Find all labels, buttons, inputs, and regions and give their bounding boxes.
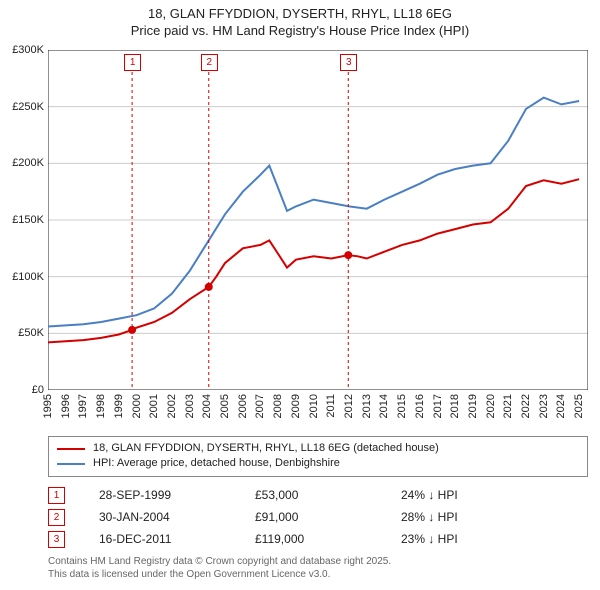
y-axis-tick-label: £50K	[18, 327, 44, 339]
legend-label: HPI: Average price, detached house, Denb…	[93, 456, 340, 471]
transaction-price: £119,000	[255, 532, 395, 546]
transaction-delta: 24% ↓ HPI	[401, 488, 551, 502]
transactions-table: 1 28-SEP-1999 £53,000 24% ↓ HPI 2 30-JAN…	[48, 484, 588, 550]
x-axis-tick-label: 2003	[184, 394, 196, 418]
x-axis-tick-label: 1995	[42, 394, 54, 418]
chart-legend: 18, GLAN FFYDDION, DYSERTH, RHYL, LL18 6…	[48, 436, 588, 477]
x-axis-tick-label: 2015	[396, 394, 408, 418]
transaction-row: 1 28-SEP-1999 £53,000 24% ↓ HPI	[48, 484, 588, 506]
title-line1: 18, GLAN FFYDDION, DYSERTH, RHYL, LL18 6…	[0, 6, 600, 23]
chart-marker-box: 1	[124, 54, 141, 71]
x-axis-tick-label: 2012	[343, 394, 355, 418]
x-axis-tick-label: 2014	[378, 394, 390, 418]
footer-attribution: Contains HM Land Registry data © Crown c…	[48, 556, 588, 581]
transaction-marker-icon: 2	[48, 509, 65, 526]
title-line2: Price paid vs. HM Land Registry's House …	[0, 23, 600, 40]
chart-marker-box: 2	[201, 54, 218, 71]
legend-swatch	[57, 463, 85, 465]
transaction-row: 2 30-JAN-2004 £91,000 28% ↓ HPI	[48, 506, 588, 528]
figure-root: 18, GLAN FFYDDION, DYSERTH, RHYL, LL18 6…	[0, 0, 600, 590]
legend-item: 18, GLAN FFYDDION, DYSERTH, RHYL, LL18 6…	[57, 441, 579, 456]
x-axis-tick-label: 2025	[573, 394, 585, 418]
x-axis-tick-label: 2006	[237, 394, 249, 418]
transaction-date: 30-JAN-2004	[99, 510, 249, 524]
y-axis-tick-label: £250K	[12, 101, 44, 113]
x-axis-tick-label: 2009	[290, 394, 302, 418]
x-axis-tick-label: 2004	[201, 394, 213, 418]
x-axis-tick-label: 1996	[60, 394, 72, 418]
y-axis-tick-label: £200K	[12, 157, 44, 169]
transaction-price: £53,000	[255, 488, 395, 502]
x-axis-tick-label: 2013	[361, 394, 373, 418]
footer-line1: Contains HM Land Registry data © Crown c…	[48, 556, 588, 569]
x-axis-tick-label: 2023	[538, 394, 550, 418]
chart-marker-box: 3	[340, 54, 357, 71]
transaction-marker-icon: 1	[48, 487, 65, 504]
x-axis-tick-label: 2019	[467, 394, 479, 418]
y-axis-tick-label: £100K	[12, 271, 44, 283]
x-axis-tick-label: 2021	[502, 394, 514, 418]
y-axis-tick-label: £300K	[12, 44, 44, 56]
transaction-marker-icon: 3	[48, 531, 65, 548]
x-axis-tick-label: 2008	[272, 394, 284, 418]
x-axis-tick-label: 2000	[131, 394, 143, 418]
x-axis-tick-label: 2010	[308, 394, 320, 418]
x-axis-tick-label: 2002	[166, 394, 178, 418]
x-axis-tick-label: 1998	[95, 394, 107, 418]
x-axis-tick-label: 2017	[432, 394, 444, 418]
legend-label: 18, GLAN FFYDDION, DYSERTH, RHYL, LL18 6…	[93, 441, 439, 456]
x-axis-tick-label: 2022	[520, 394, 532, 418]
transaction-delta: 28% ↓ HPI	[401, 510, 551, 524]
x-axis-tick-label: 2024	[555, 394, 567, 418]
x-axis-tick-label: 2007	[254, 394, 266, 418]
transaction-date: 28-SEP-1999	[99, 488, 249, 502]
chart-titles: 18, GLAN FFYDDION, DYSERTH, RHYL, LL18 6…	[0, 0, 600, 40]
transaction-delta: 23% ↓ HPI	[401, 532, 551, 546]
x-axis-tick-label: 2001	[148, 394, 160, 418]
x-axis-tick-label: 2018	[449, 394, 461, 418]
footer-line2: This data is licensed under the Open Gov…	[48, 569, 588, 582]
legend-swatch	[57, 448, 85, 450]
x-axis-tick-label: 1997	[77, 394, 89, 418]
transaction-date: 16-DEC-2011	[99, 532, 249, 546]
transaction-row: 3 16-DEC-2011 £119,000 23% ↓ HPI	[48, 528, 588, 550]
x-axis-tick-label: 2005	[219, 394, 231, 418]
y-axis-tick-label: £150K	[12, 214, 44, 226]
transaction-price: £91,000	[255, 510, 395, 524]
legend-item: HPI: Average price, detached house, Denb…	[57, 456, 579, 471]
x-axis-tick-label: 2016	[414, 394, 426, 418]
x-axis-tick-label: 1999	[113, 394, 125, 418]
chart-svg	[48, 50, 588, 390]
chart-plot-area	[48, 50, 588, 390]
x-axis-tick-label: 2011	[325, 394, 337, 418]
x-axis-tick-label: 2020	[485, 394, 497, 418]
